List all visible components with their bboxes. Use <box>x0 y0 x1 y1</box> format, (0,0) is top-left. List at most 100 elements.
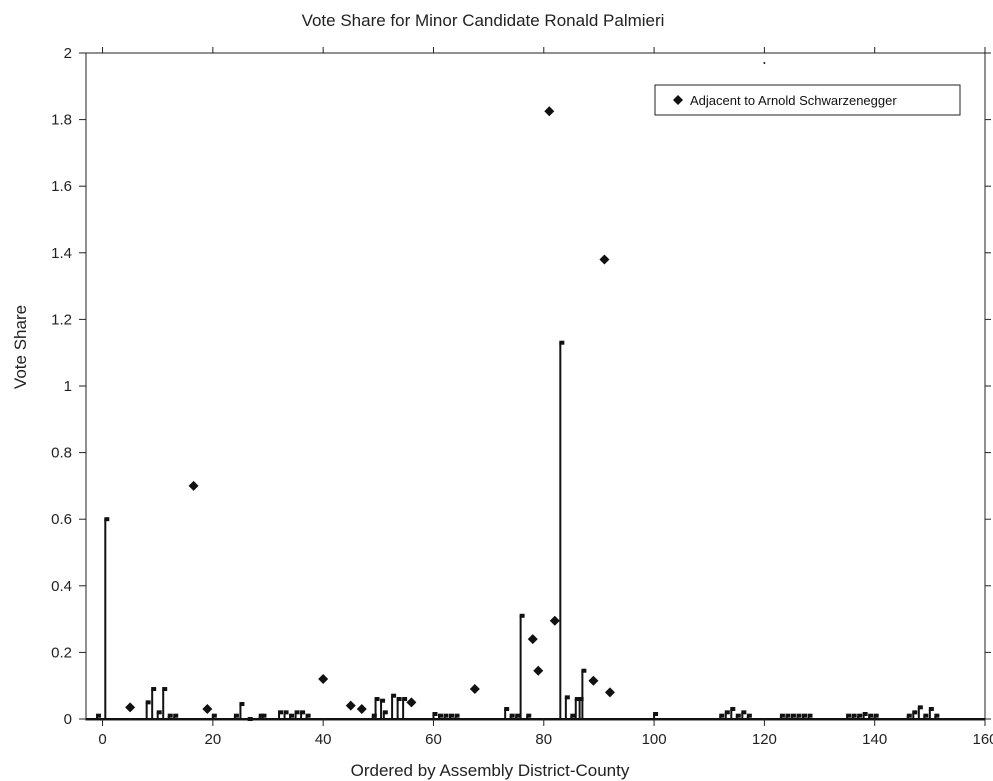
stem-cap <box>509 713 515 718</box>
y-tick-label: 1.8 <box>51 112 72 129</box>
stem-series <box>96 340 940 721</box>
stem-cap <box>233 713 239 718</box>
stem-cap <box>917 705 923 710</box>
x-tick-label: 100 <box>642 731 667 748</box>
stem-cap <box>173 713 179 718</box>
stem-cap <box>719 713 725 718</box>
y-tick-label: 0.8 <box>51 445 72 462</box>
stem-cap <box>504 707 510 712</box>
stem-cap <box>151 687 157 692</box>
x-tick-label: 140 <box>862 731 887 748</box>
stem-cap <box>862 712 868 717</box>
y-tick-label: 0.2 <box>51 644 72 661</box>
diamond-point <box>202 704 213 715</box>
stem-cap <box>294 710 300 715</box>
stem-cap <box>779 713 785 718</box>
stem-cap <box>846 713 852 718</box>
stem-cap <box>653 712 659 717</box>
stem-cap <box>796 713 802 718</box>
x-tick-label: 40 <box>315 731 332 748</box>
stem-cap <box>724 710 730 715</box>
stem-cap <box>247 717 253 721</box>
diamond-point <box>406 697 417 708</box>
stem-cap <box>735 713 741 718</box>
x-tick-label: 20 <box>205 731 222 748</box>
y-tick-label: 2 <box>64 45 72 62</box>
stem-cap <box>570 713 576 718</box>
legend-label: Adjacent to Arnold Schwarzenegger <box>690 93 897 108</box>
y-tick-label: 0.4 <box>51 578 72 595</box>
diamond-point <box>604 687 615 698</box>
diamond-point <box>356 704 367 715</box>
x-axis-ticks: 0 20 40 60 80 100 120 140 160 <box>98 47 993 748</box>
stem-cap <box>928 707 934 712</box>
stem-cap <box>261 713 267 718</box>
plot-frame <box>85 52 986 721</box>
stem-cap <box>380 698 386 703</box>
x-tick-label: 120 <box>752 731 777 748</box>
stem-cap <box>391 693 397 698</box>
stem-cap <box>211 713 217 718</box>
stem-cap <box>437 713 443 718</box>
stem-cap <box>104 517 110 522</box>
stem-cap <box>801 713 807 718</box>
y-tick-label: 0 <box>64 711 72 728</box>
chart-title: Vote Share for Minor Candidate Ronald Pa… <box>302 11 665 30</box>
stem-cap <box>912 710 918 715</box>
y-tick-label: 1.6 <box>51 178 72 195</box>
stem-cap <box>396 697 402 702</box>
stem-cap <box>402 697 408 702</box>
x-tick-label: 80 <box>535 731 552 748</box>
diamond-point <box>544 106 555 117</box>
stem-cap <box>305 713 311 718</box>
stem-cap <box>741 710 747 715</box>
stem-cap <box>515 713 521 718</box>
diamond-point <box>599 254 610 265</box>
stem-cap <box>581 668 587 673</box>
stem-cap <box>443 713 449 718</box>
legend-box <box>654 84 961 116</box>
diamond-point <box>527 634 538 645</box>
stem-cap <box>239 702 245 707</box>
stem-cap <box>162 687 168 692</box>
stem-cap <box>283 710 289 715</box>
y-axis-ticks: 0 0.2 0.4 0.6 0.8 1 1.2 1.4 1.6 1.8 2 <box>51 45 991 728</box>
y-tick-label: 0.6 <box>51 511 72 528</box>
diamond-point <box>469 684 480 695</box>
stem-cap <box>730 707 736 712</box>
diamond-point <box>188 480 199 491</box>
stem-cap <box>454 713 460 718</box>
stem-cap <box>851 713 857 718</box>
stem-cap <box>167 713 173 718</box>
diamond-point <box>588 675 599 686</box>
legend-diamond-icon <box>673 95 683 105</box>
x-tick-label: 60 <box>425 731 442 748</box>
stem-cap <box>559 340 565 345</box>
y-tick-label: 1 <box>64 378 72 395</box>
stem-cap <box>790 713 796 718</box>
adjacent-series <box>125 61 766 715</box>
stem-cap <box>574 697 580 702</box>
stem-cap <box>289 713 295 718</box>
diamond-point <box>125 702 136 713</box>
diamond-point <box>533 665 544 676</box>
stem-cap <box>300 710 306 715</box>
stem-cap <box>746 713 752 718</box>
stem-cap <box>868 713 874 718</box>
stem-cap <box>278 710 284 715</box>
stem-cap <box>578 697 584 702</box>
stem-cap <box>145 700 151 705</box>
stem-cap <box>449 713 455 718</box>
stem-cap <box>371 713 377 718</box>
stem-cap <box>258 713 264 718</box>
legend: Adjacent to Arnold Schwarzenegger <box>654 84 961 116</box>
y-tick-label: 1.4 <box>51 245 72 262</box>
x-tick-label: 0 <box>98 731 106 748</box>
stem-cap <box>857 713 863 718</box>
stem-cap <box>526 713 532 718</box>
diamond-point <box>549 615 560 626</box>
stem-cap <box>374 697 380 702</box>
diamond-point <box>345 700 356 711</box>
stem-cap <box>785 713 791 718</box>
